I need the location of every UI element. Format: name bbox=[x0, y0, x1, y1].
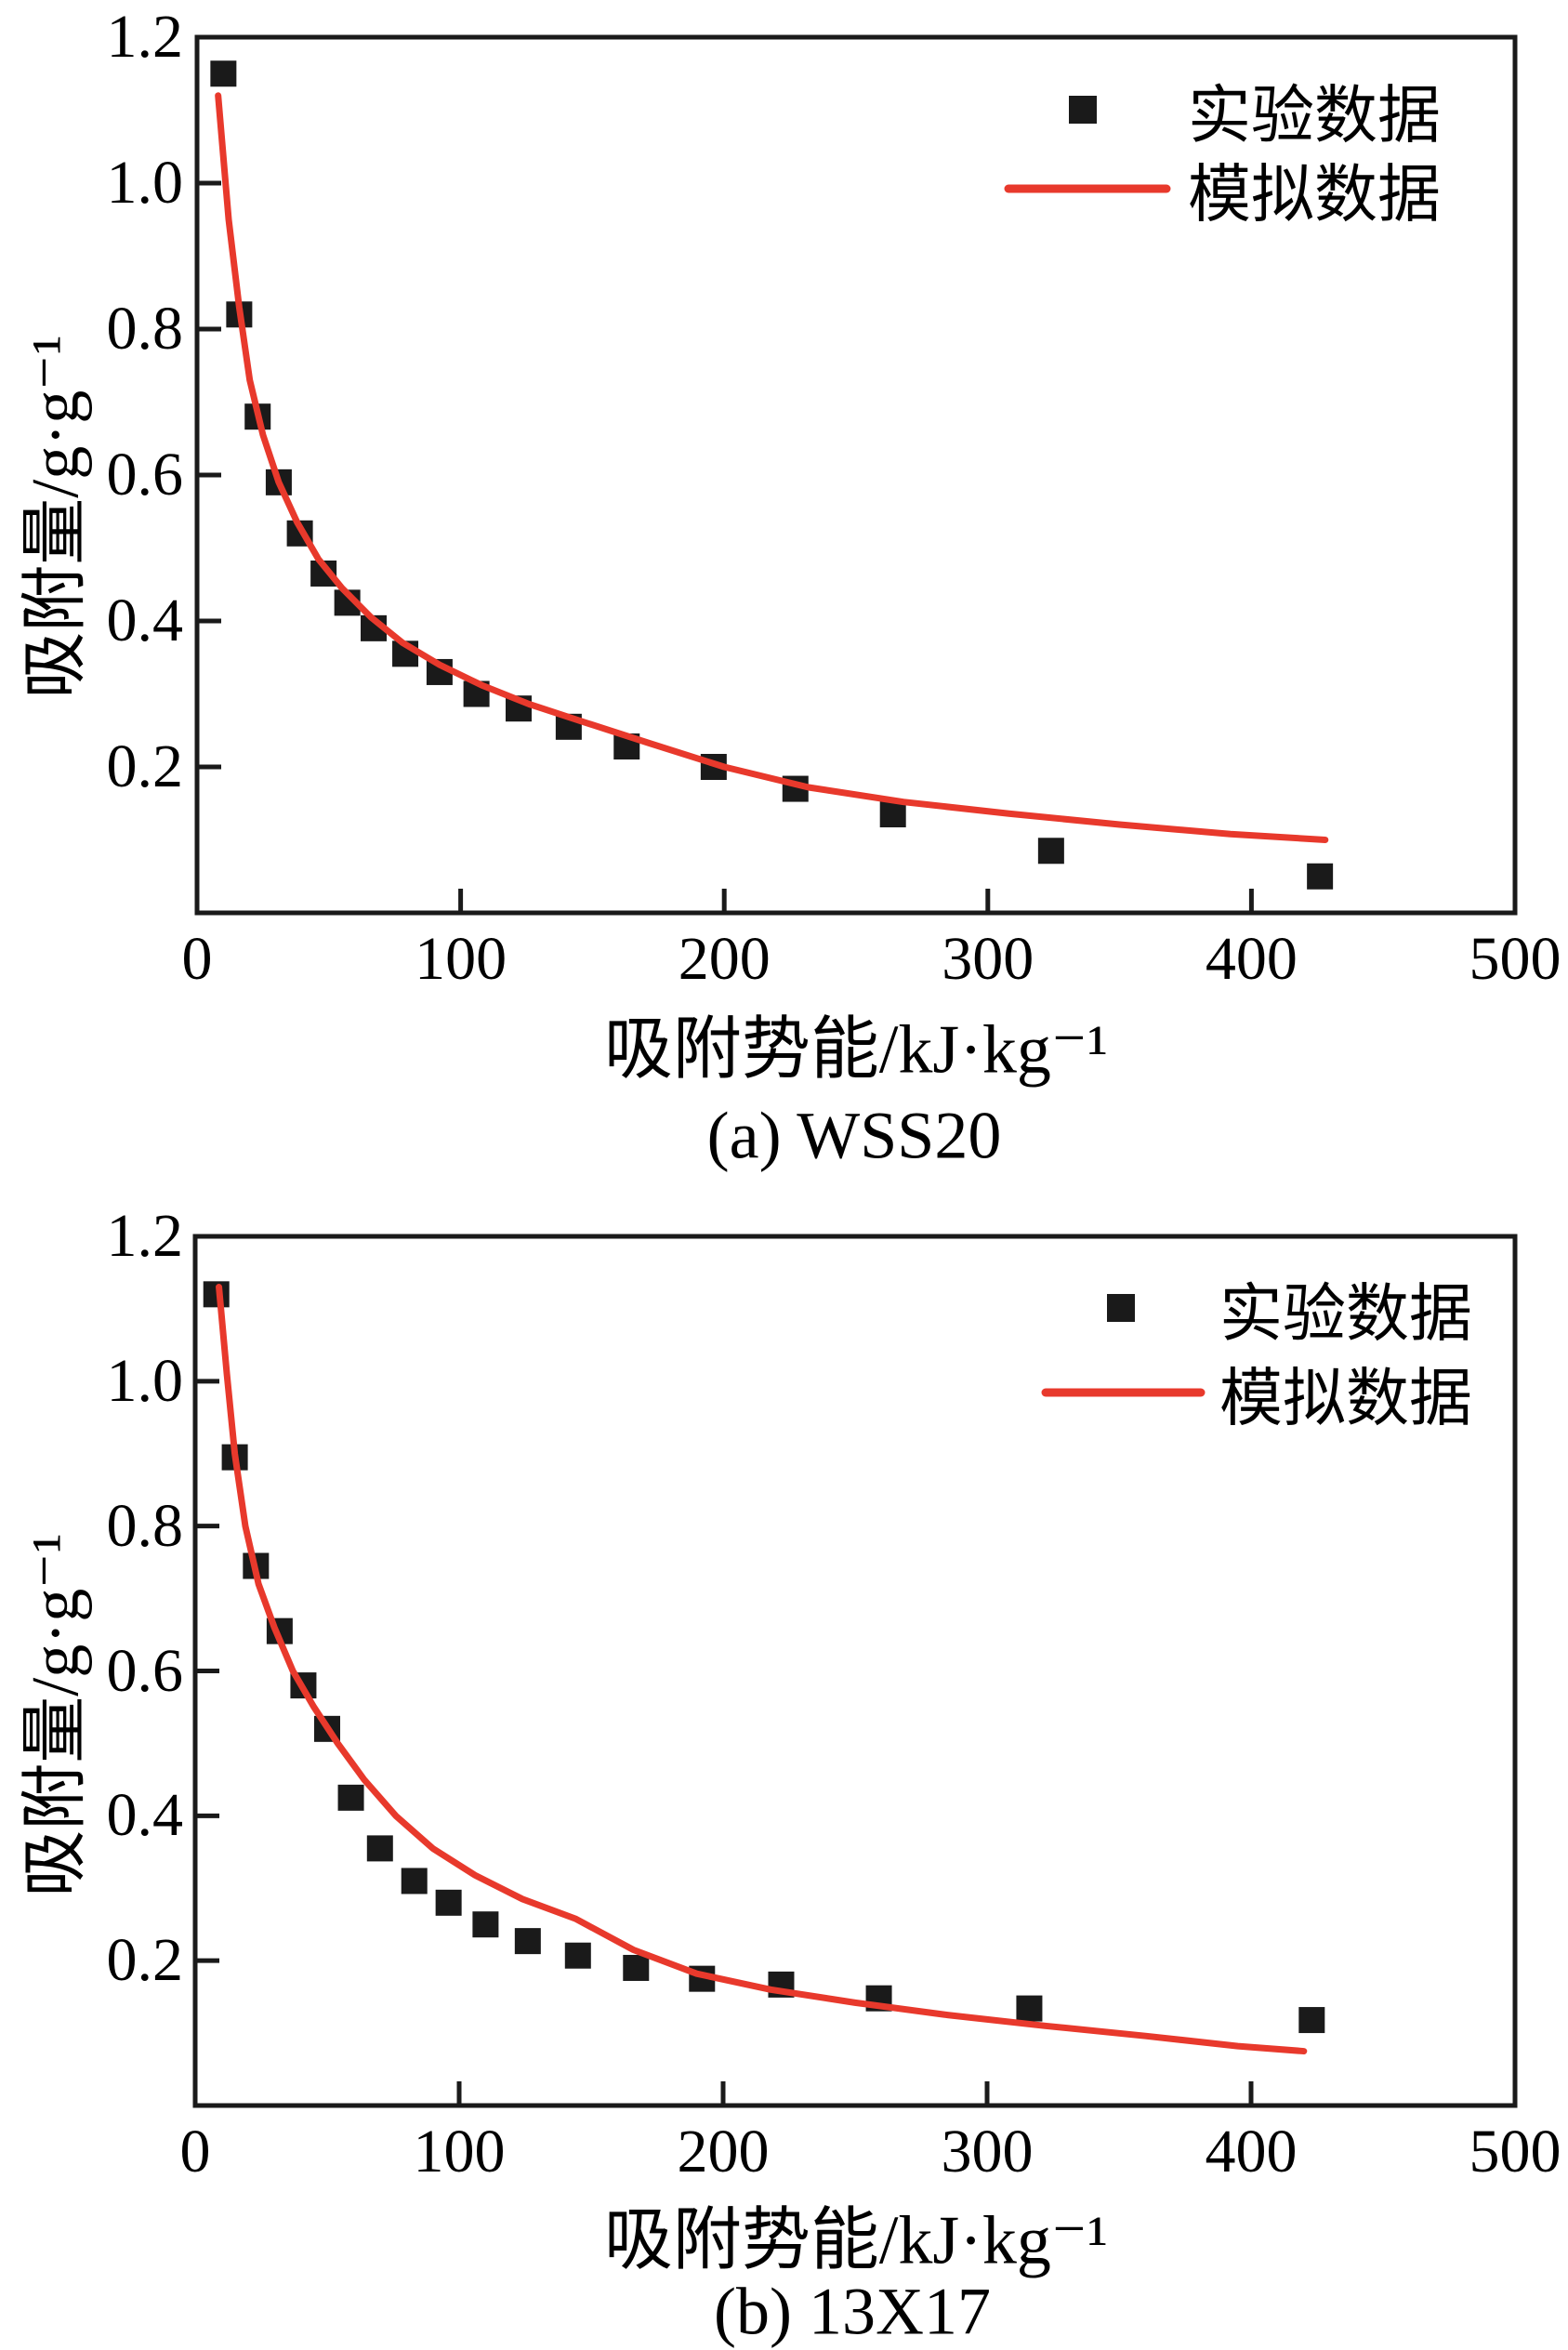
y-tick-label-b: 1.2 bbox=[106, 1202, 184, 1270]
y-tick-label-a: 0.6 bbox=[106, 441, 184, 508]
experimental-point-b bbox=[435, 1889, 462, 1916]
x-axis-title-b: 吸附势能/kJ·kg⁻¹ bbox=[603, 2202, 1109, 2279]
y-tick-label-a: 1.2 bbox=[106, 3, 184, 71]
chart-caption-b: (b) 13X17 bbox=[714, 2274, 991, 2349]
simulated-curve-a bbox=[215, 92, 1329, 843]
y-tick-label-b: 1.0 bbox=[106, 1346, 184, 1415]
experimental-point-b bbox=[366, 1835, 393, 1862]
x-tick-label-a: 300 bbox=[942, 925, 1034, 993]
x-tick-label-a: 0 bbox=[181, 925, 213, 993]
x-tick-label-b: 100 bbox=[413, 2118, 506, 2185]
experimental-point-b bbox=[1298, 2007, 1325, 2034]
legend-label-experimental-a: 实验数据 bbox=[1188, 80, 1442, 152]
experimental-point-b bbox=[514, 1928, 541, 1955]
x-tick-label-a: 200 bbox=[678, 925, 771, 993]
legend-square-marker-b bbox=[1107, 1294, 1135, 1322]
y-axis-title-b: 吸附量/g·g⁻¹ bbox=[18, 1533, 93, 1897]
y-tick-label-b: 0.4 bbox=[106, 1781, 184, 1850]
experimental-point-b bbox=[401, 1868, 428, 1895]
experimental-point-b bbox=[472, 1911, 499, 1938]
x-axis-title-a: 吸附势能/kJ·kg⁻¹ bbox=[603, 1011, 1109, 1089]
chart-caption-a: (a) WSS20 bbox=[706, 1098, 1002, 1173]
experimental-point-b bbox=[564, 1942, 591, 1969]
experimental-point-b bbox=[1016, 1995, 1043, 2022]
experimental-point-a bbox=[1307, 863, 1334, 890]
y-tick-label-b: 0.6 bbox=[106, 1636, 184, 1705]
legend-label-simulated-a: 模拟数据 bbox=[1188, 159, 1442, 231]
y-tick-label-b: 0.2 bbox=[106, 1926, 184, 1995]
x-tick-label-b: 200 bbox=[677, 2118, 770, 2185]
y-tick-label-a: 1.0 bbox=[106, 149, 184, 217]
experimental-point-a bbox=[879, 801, 906, 828]
experimental-point-b bbox=[337, 1784, 364, 1811]
simulated-curve-b bbox=[216, 1284, 1308, 2055]
legend-square-marker-a bbox=[1069, 96, 1097, 124]
x-tick-label-b: 500 bbox=[1469, 2118, 1561, 2185]
x-tick-label-a: 400 bbox=[1205, 925, 1298, 993]
experimental-point-a bbox=[1037, 838, 1064, 865]
experimental-point-b bbox=[623, 1954, 650, 1981]
legend-label-experimental-b: 实验数据 bbox=[1219, 1278, 1473, 1350]
y-tick-label-a: 0.4 bbox=[106, 587, 184, 654]
x-tick-label-b: 0 bbox=[179, 2118, 211, 2185]
y-axis-title-a: 吸附量/g·g⁻¹ bbox=[18, 335, 93, 699]
legend-label-simulated-b: 模拟数据 bbox=[1219, 1363, 1473, 1434]
x-tick-label-a: 500 bbox=[1469, 925, 1561, 993]
y-tick-label-a: 0.8 bbox=[106, 295, 184, 363]
x-tick-label-b: 300 bbox=[941, 2118, 1034, 2185]
experimental-point-a bbox=[210, 60, 237, 87]
x-tick-label-b: 400 bbox=[1205, 2118, 1298, 2185]
x-tick-label-a: 100 bbox=[415, 925, 507, 993]
y-tick-label-b: 0.8 bbox=[106, 1491, 184, 1560]
y-tick-label-a: 0.2 bbox=[106, 733, 184, 800]
